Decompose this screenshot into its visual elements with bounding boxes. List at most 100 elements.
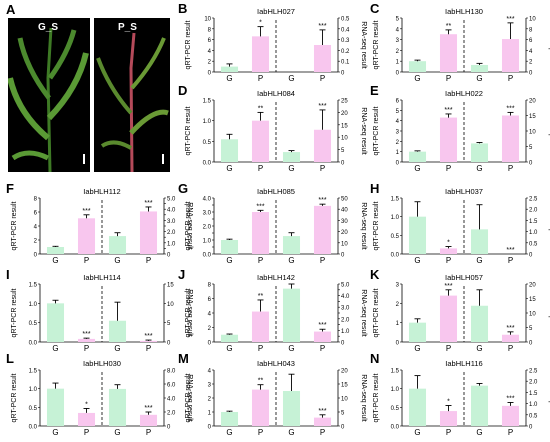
x-tick-label-e: G xyxy=(476,164,482,173)
tick-label-r-j: 0 xyxy=(341,341,345,347)
right-axis-label-i: RNA-seq result xyxy=(186,289,193,337)
tick-label-l-m: 4 xyxy=(208,369,212,375)
bar-p-e xyxy=(439,117,458,162)
tick-label-r-b: 0.2 xyxy=(341,49,350,55)
tick-label-r-l: 8.0 xyxy=(167,369,176,375)
tick-label-r-i: 15 xyxy=(167,283,174,289)
x-tick-label-e: P xyxy=(508,164,513,173)
significance-mark-n: * xyxy=(447,398,450,405)
tick-label-r-f: 2.0 xyxy=(167,230,176,236)
tick-label-l-g: 1.0 xyxy=(203,239,212,245)
photo-green-stem-plant: G_S xyxy=(8,18,90,172)
chart-title-b: IabHLH027 xyxy=(257,7,295,16)
bar-g-k xyxy=(408,322,427,342)
significance-mark-c: ** xyxy=(446,23,452,30)
tick-label-r-f: 3.0 xyxy=(167,219,176,225)
tick-label-r-i: 0 xyxy=(167,341,171,347)
x-tick-label-l: G xyxy=(52,428,58,437)
panel-letter-h: H xyxy=(370,181,379,196)
tick-label-l-h: 0.0 xyxy=(391,253,400,259)
x-tick-label-i: P xyxy=(84,344,89,353)
photo-purple-stem-plant: P_S xyxy=(94,18,170,172)
bar-p-l xyxy=(77,412,96,426)
bar-p-i xyxy=(77,338,96,342)
significance-mark-h: * xyxy=(447,240,450,247)
x-tick-label-d: G xyxy=(288,164,294,173)
tick-label-r-n: 0.5 xyxy=(529,413,538,419)
bar-g-h xyxy=(408,216,427,254)
tick-label-r-l: 6.0 xyxy=(167,383,176,389)
bar-p-j xyxy=(251,311,270,342)
tick-label-r-l: 2.0 xyxy=(167,411,176,417)
right-axis-label-f: RNA-seq result xyxy=(186,202,193,250)
left-axis-label-k: qRT-PCR result xyxy=(373,289,380,338)
significance-mark-i: *** xyxy=(82,331,90,338)
bar-p-n xyxy=(439,411,458,426)
bar-g-d xyxy=(282,152,301,162)
x-tick-label-m: P xyxy=(320,428,325,437)
photo-label-ps: P_S xyxy=(118,22,137,33)
significance-mark-j: ** xyxy=(258,293,264,300)
tick-label-r-c: 2 xyxy=(529,60,533,66)
bar-g-l xyxy=(46,388,65,426)
bar-p-m xyxy=(313,417,332,426)
tick-label-r-i: 10 xyxy=(167,302,174,308)
significance-mark-e: *** xyxy=(444,107,452,114)
x-tick-label-b: P xyxy=(320,74,325,83)
significance-mark-c: *** xyxy=(506,16,514,23)
x-tick-label-c: G xyxy=(476,74,482,83)
tick-label-r-b: 0.5 xyxy=(341,17,350,23)
tick-label-r-d: 20 xyxy=(341,111,348,117)
bar-g-b xyxy=(220,66,239,72)
x-tick-label-d: G xyxy=(226,164,232,173)
tick-label-r-c: 10 xyxy=(529,17,536,23)
tick-label-r-i: 5 xyxy=(167,321,171,327)
tick-label-r-k: 15 xyxy=(529,297,536,303)
bar-g-i xyxy=(46,303,65,342)
bar-g-k xyxy=(470,305,489,342)
tick-label-r-n: 0 xyxy=(529,425,533,431)
significance-mark-g: *** xyxy=(318,197,326,204)
tick-label-r-g: 50 xyxy=(341,197,348,203)
tick-label-l-j: 4 xyxy=(208,312,212,318)
bar-p-c xyxy=(439,34,458,72)
tick-label-l-b: 4 xyxy=(208,49,212,55)
x-tick-label-j: P xyxy=(320,344,325,353)
tick-label-r-n: 2.5 xyxy=(529,369,538,375)
tick-label-r-k: 10 xyxy=(529,312,536,318)
tick-label-l-n: 0.0 xyxy=(391,425,400,431)
tick-label-l-h: 1.5 xyxy=(391,197,400,203)
tick-label-r-h: 2.5 xyxy=(529,197,538,203)
tick-label-l-m: 2 xyxy=(208,397,212,403)
x-tick-label-g: G xyxy=(288,256,294,265)
tick-label-l-n: 1.0 xyxy=(391,387,400,393)
tick-label-l-f: 2 xyxy=(34,239,38,245)
tick-label-r-c: 8 xyxy=(529,27,533,33)
right-axis-label-n: RNA-seq result xyxy=(548,374,550,422)
tick-label-r-c: 0 xyxy=(529,71,533,77)
left-axis-label-h: qRT-PCR result xyxy=(373,202,380,251)
bar-g-n xyxy=(470,385,489,426)
x-tick-label-h: P xyxy=(508,256,513,265)
significance-mark-k: *** xyxy=(506,325,514,332)
x-tick-label-g: P xyxy=(320,256,325,265)
x-tick-label-f: G xyxy=(114,256,120,265)
tick-label-r-e: 5 xyxy=(529,145,533,151)
right-axis-label-h: RNA-seq result xyxy=(548,202,550,250)
left-axis-label-f: qRT-PCR result xyxy=(11,202,18,251)
bar-g-e xyxy=(470,143,489,162)
x-tick-label-k: G xyxy=(476,344,482,353)
right-axis-label-e: RNA-seq result xyxy=(548,107,550,155)
tick-label-r-m: 10 xyxy=(341,397,348,403)
chart-title-e: IabHLH022 xyxy=(445,89,483,98)
significance-mark-k: *** xyxy=(444,283,452,290)
bar-g-d xyxy=(220,139,239,162)
tick-label-l-d: 1.5 xyxy=(203,99,212,105)
x-tick-label-l: P xyxy=(146,428,151,437)
right-axis-label-c: RNA-seq result xyxy=(548,21,550,69)
right-axis-label-m: RNA-seq result xyxy=(360,374,367,422)
significance-mark-b: * xyxy=(259,20,262,27)
tick-label-r-j: 2.0 xyxy=(341,317,350,323)
chart-title-j: IabHLH142 xyxy=(257,273,295,282)
tick-label-r-e: 0 xyxy=(529,161,533,167)
